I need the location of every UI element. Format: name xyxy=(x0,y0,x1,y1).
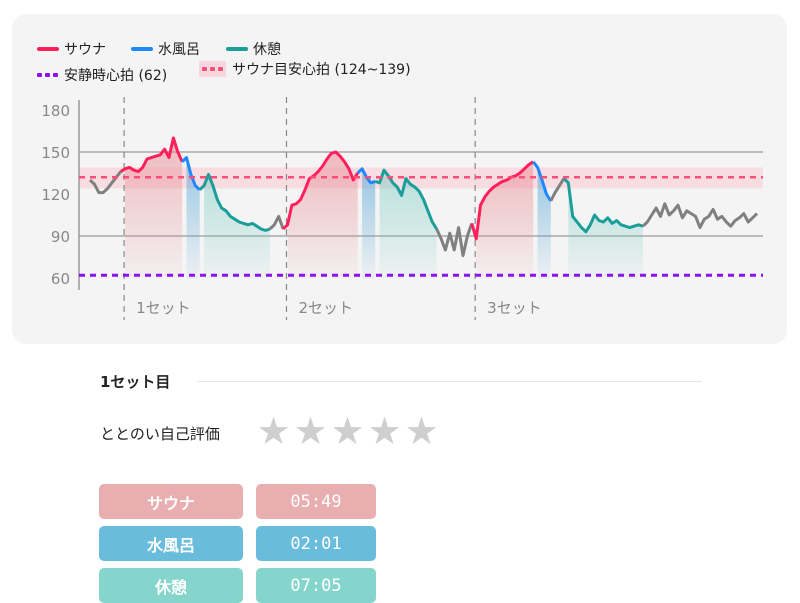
y-tick-label: 150 xyxy=(41,144,70,162)
dotted-line-icon xyxy=(37,73,58,77)
phase-duration: 07:05 xyxy=(256,568,376,603)
rest-hr-line xyxy=(198,172,271,232)
legend-rest: 休憩 xyxy=(226,39,281,59)
other-hr-line xyxy=(549,177,566,202)
y-tick-label: 120 xyxy=(41,186,70,204)
set-title: 1セット目 xyxy=(100,373,171,391)
phase-duration: 02:01 xyxy=(256,526,376,561)
sauna-hr-line xyxy=(470,160,535,241)
dotted-band-icon xyxy=(199,61,226,77)
rating-label: ととのい自己評価 xyxy=(100,425,220,443)
other-hr-line xyxy=(268,214,285,231)
phase-label: サウナ xyxy=(99,484,243,519)
star-icon[interactable]: ★ xyxy=(404,409,439,453)
star-rating[interactable]: ★ ★ ★ ★ ★ xyxy=(256,411,439,451)
rest-swatch-icon xyxy=(226,47,248,51)
phase-duration: 05:49 xyxy=(256,484,376,519)
rest-area xyxy=(379,170,437,278)
other-hr-line xyxy=(435,222,474,258)
sauna-area xyxy=(125,138,183,278)
set-marker-label: 2セット xyxy=(298,299,353,317)
sauna-hr-line xyxy=(282,150,359,231)
duration-row-sauna: サウナ 05:49 xyxy=(99,484,376,519)
legend-label: サウナ xyxy=(64,42,106,58)
divider xyxy=(197,381,702,382)
legend-resting-hr: 安静時心拍 (62) xyxy=(37,65,167,85)
legend-label: 休憩 xyxy=(253,42,281,58)
cold-hr-line xyxy=(532,160,553,202)
cold-swatch-icon xyxy=(131,47,153,51)
sauna-swatch-icon xyxy=(37,47,59,51)
cold-area xyxy=(537,167,551,278)
rest-hr-line xyxy=(374,168,438,230)
heart-rate-chart: 180 150 120 90 60 1セット 2セット 3セット xyxy=(41,97,763,320)
cold-area xyxy=(362,168,376,278)
sauna-area xyxy=(287,152,358,278)
set-marker-label: 3セット xyxy=(487,299,542,317)
star-icon[interactable]: ★ xyxy=(256,409,291,453)
star-icon[interactable]: ★ xyxy=(293,409,328,453)
cold-hr-line xyxy=(181,156,201,191)
duration-row-cold: 水風呂 02:01 xyxy=(99,526,376,561)
other-hr-line xyxy=(641,202,759,230)
phase-label: 水風呂 xyxy=(99,526,243,561)
legend-cold: 水風呂 xyxy=(131,39,200,59)
y-tick-label: 90 xyxy=(51,228,70,246)
set-marker-label: 1セット xyxy=(136,299,191,317)
y-tick-label: 180 xyxy=(41,102,70,120)
star-icon[interactable]: ★ xyxy=(330,409,365,453)
sauna-hr-line xyxy=(119,136,184,174)
legend-target-hr: サウナ目安心拍 (124~139) xyxy=(199,59,411,79)
legend-label: 安静時心拍 (62) xyxy=(64,68,168,84)
duration-row-rest: 休憩 07:05 xyxy=(99,568,376,603)
phase-label: 休憩 xyxy=(99,568,243,603)
rest-hr-line xyxy=(562,177,644,234)
legend-sauna: サウナ xyxy=(37,39,106,59)
legend-label: サウナ目安心拍 (124~139) xyxy=(232,62,411,78)
y-tick-label: 60 xyxy=(51,270,70,288)
legend-label: 水風呂 xyxy=(158,42,200,58)
rest-area xyxy=(204,174,270,278)
star-icon[interactable]: ★ xyxy=(367,409,402,453)
rest-area xyxy=(568,182,643,278)
